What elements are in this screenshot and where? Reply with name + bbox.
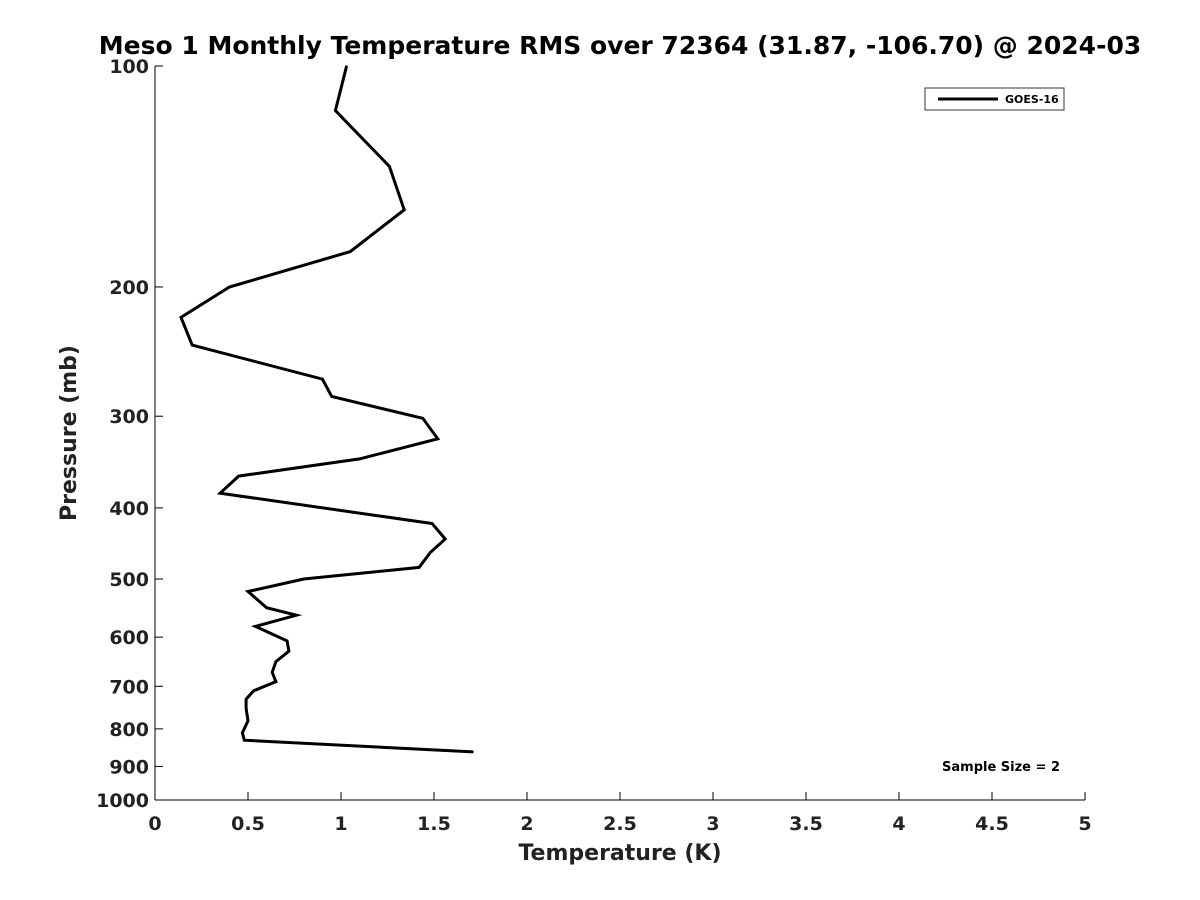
series-point-goes-16 (254, 625, 257, 628)
y-ticks: 100 200 300 400 500 600 700 800 900 1000 (96, 56, 163, 812)
series-point-goes-16 (286, 640, 288, 642)
y-tick-label: 400 (109, 498, 149, 520)
series-point-goes-16 (237, 475, 240, 477)
series-point-goes-16 (275, 660, 277, 663)
series-point-goes-16 (418, 566, 420, 569)
x-tick-label: 0 (148, 813, 161, 835)
series-point-goes-16 (275, 680, 277, 683)
series-point-goes-16 (429, 551, 432, 554)
series-point-goes-16 (247, 590, 249, 593)
series-point-goes-16 (444, 538, 447, 540)
y-tick-label: 1000 (96, 790, 149, 812)
x-ticks: 0 0.5 1 1.5 2 2.5 3 3.5 4 4.5 5 (148, 792, 1092, 835)
series-point-goes-16 (245, 698, 247, 700)
x-tick-label: 1.5 (417, 813, 451, 835)
series-point-goes-16 (436, 438, 439, 440)
y-tick-label: 600 (109, 627, 149, 649)
y-tick-label: 500 (109, 569, 149, 591)
series-point-goes-16 (247, 720, 249, 722)
x-tick-label: 2.5 (603, 813, 637, 835)
series-point-goes-16 (288, 650, 290, 652)
series-point-goes-16 (252, 690, 255, 692)
x-tick-label: 3.5 (789, 813, 823, 835)
series-point-goes-16 (358, 458, 361, 460)
x-tick-label: 2 (520, 813, 533, 835)
legend-label-goes-16: GOES-16 (1005, 93, 1059, 106)
y-tick-label: 900 (109, 756, 149, 778)
series-point-goes-16 (241, 732, 244, 734)
series-point-goes-16 (330, 395, 333, 398)
x-tick-label: 0.5 (231, 813, 265, 835)
x-tick-label: 4.5 (975, 813, 1009, 835)
y-tick-label: 100 (109, 56, 149, 78)
series-group (179, 65, 474, 754)
series-point-goes-16 (303, 578, 305, 580)
x-tick-label: 4 (892, 813, 905, 835)
series-point-goes-16 (180, 316, 182, 319)
series-point-goes-16 (243, 739, 246, 741)
series-point-goes-16 (422, 417, 424, 420)
y-axis-label: Pressure (mb) (57, 345, 82, 521)
series-point-goes-16 (271, 671, 274, 674)
series-point-goes-16 (349, 250, 352, 253)
series-point-goes-16 (219, 492, 221, 495)
series-point-goes-16 (265, 606, 268, 609)
series-point-goes-16 (228, 286, 231, 288)
x-tick-label: 5 (1078, 813, 1091, 835)
series-point-goes-16 (403, 209, 406, 211)
series-point-goes-16 (431, 522, 433, 525)
y-tick-label: 300 (109, 406, 149, 428)
series-point-goes-16 (321, 378, 324, 380)
y-tick-label: 200 (109, 277, 149, 299)
plot-frame (154, 66, 1085, 801)
chart-title: Meso 1 Monthly Temperature RMS over 7236… (99, 31, 1142, 60)
x-axis-label: Temperature (K) (518, 841, 721, 866)
y-tick-label: 800 (109, 719, 149, 741)
series-line-goes-16 (179, 65, 474, 754)
series-point-goes-16 (472, 751, 474, 753)
x-tick-label: 1 (334, 813, 347, 835)
series-point-goes-16 (295, 614, 298, 616)
legend: GOES-16 (924, 87, 1065, 111)
y-tick-label: 700 (109, 676, 149, 698)
sample-size-annotation: Sample Size = 2 (942, 760, 1060, 775)
series-point-goes-16 (388, 165, 391, 168)
series-point-goes-16 (345, 65, 348, 67)
series-point-goes-16 (245, 707, 247, 710)
x-tick-label: 3 (706, 813, 719, 835)
series-point-goes-16 (191, 344, 193, 346)
series-point-goes-16 (334, 109, 337, 112)
